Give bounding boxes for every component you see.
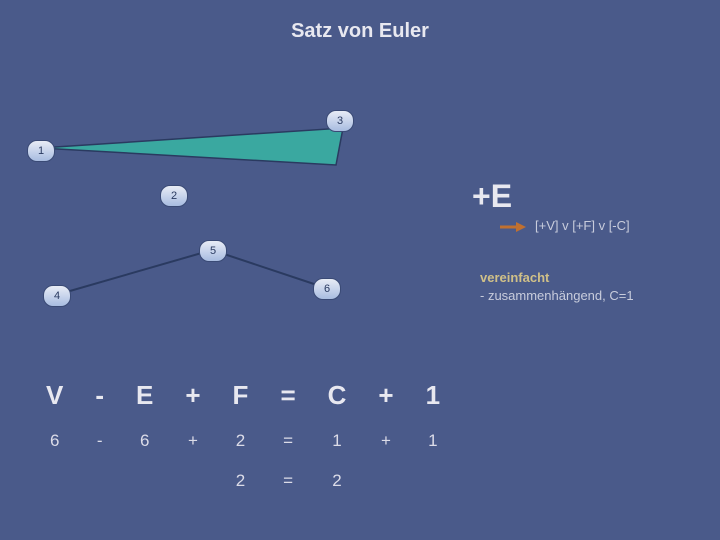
formula-header-cell: 1	[410, 370, 456, 421]
formula-header-cell: E	[120, 370, 169, 421]
formula-table: V-E+F=C+1 6-6+2=1+1 2=2	[30, 370, 456, 501]
note-detail: - zusammenhängend, C=1	[480, 288, 634, 303]
formula-header-cell: C	[312, 370, 363, 421]
node-5: 5	[199, 240, 227, 262]
formula-cell	[79, 461, 120, 501]
operation-label: +E	[472, 178, 512, 215]
formula-cell	[362, 461, 409, 501]
edge-group	[56, 250, 326, 295]
operation-sublabel: [+V] v [+F] v [-C]	[535, 218, 630, 233]
formula-cell: =	[264, 421, 311, 461]
formula-cell: -	[79, 421, 120, 461]
edge	[56, 250, 212, 295]
formula-cell	[410, 461, 456, 501]
formula-cell: =	[264, 461, 311, 501]
formula-header-cell: -	[79, 370, 120, 421]
node-2: 2	[160, 185, 188, 207]
formula-row: 2=2	[30, 461, 456, 501]
formula-cell	[120, 461, 169, 501]
formula-cell	[169, 461, 216, 501]
formula-cell: 2	[217, 461, 265, 501]
formula-cell: 1	[312, 421, 363, 461]
formula-cell: +	[362, 421, 409, 461]
formula-header-row: V-E+F=C+1	[30, 370, 456, 421]
formula-header-cell: +	[362, 370, 409, 421]
note-heading: vereinfacht	[480, 270, 549, 285]
formula-cell: 1	[410, 421, 456, 461]
formula-cell	[30, 461, 79, 501]
formula-cell: 2	[217, 421, 265, 461]
node-4: 4	[43, 285, 71, 307]
formula-header-cell: =	[264, 370, 311, 421]
formula-header-cell: V	[30, 370, 79, 421]
node-6: 6	[313, 278, 341, 300]
formula-cell: 6	[30, 421, 79, 461]
arrow-icon	[498, 220, 526, 234]
triangle-face	[40, 128, 343, 165]
formula-cell: +	[169, 421, 216, 461]
formula-header-cell: +	[169, 370, 216, 421]
formula-cell: 2	[312, 461, 363, 501]
edge	[212, 250, 326, 288]
node-3: 3	[326, 110, 354, 132]
node-1: 1	[27, 140, 55, 162]
formula-cell: 6	[120, 421, 169, 461]
formula-row: 6-6+2=1+1	[30, 421, 456, 461]
formula-header-cell: F	[217, 370, 265, 421]
